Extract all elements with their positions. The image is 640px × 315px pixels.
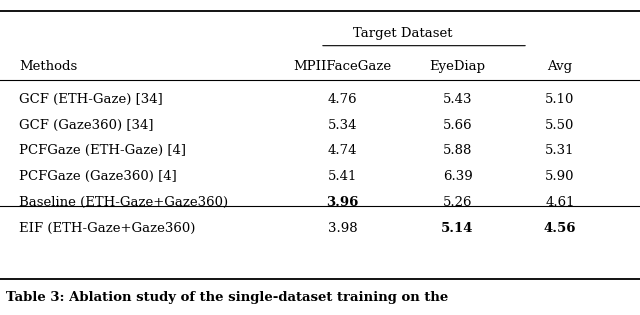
- Text: GCF (ETH-Gaze) [34]: GCF (ETH-Gaze) [34]: [19, 93, 163, 106]
- Text: Table 3: Ablation study of the single-dataset training on the: Table 3: Ablation study of the single-da…: [6, 291, 449, 304]
- Text: 4.76: 4.76: [328, 93, 357, 106]
- Text: 5.34: 5.34: [328, 118, 357, 132]
- Text: PCFGaze (ETH-Gaze) [4]: PCFGaze (ETH-Gaze) [4]: [19, 144, 186, 158]
- Text: MPIIFaceGaze: MPIIFaceGaze: [293, 60, 392, 73]
- Text: 5.43: 5.43: [443, 93, 472, 106]
- Text: 5.26: 5.26: [443, 196, 472, 209]
- Text: EyeDiap: EyeDiap: [429, 60, 486, 73]
- Text: 5.90: 5.90: [545, 170, 575, 183]
- Text: Methods: Methods: [19, 60, 77, 73]
- Text: 5.31: 5.31: [545, 144, 575, 158]
- Text: 3.98: 3.98: [328, 222, 357, 235]
- Text: Target Dataset: Target Dataset: [353, 26, 453, 40]
- Text: 4.61: 4.61: [545, 196, 575, 209]
- Text: 5.88: 5.88: [443, 144, 472, 158]
- Text: Baseline (ETH-Gaze+Gaze360): Baseline (ETH-Gaze+Gaze360): [19, 196, 228, 209]
- Text: GCF (Gaze360) [34]: GCF (Gaze360) [34]: [19, 118, 154, 132]
- Text: 5.66: 5.66: [443, 118, 472, 132]
- Text: PCFGaze (Gaze360) [4]: PCFGaze (Gaze360) [4]: [19, 170, 177, 183]
- Text: 5.10: 5.10: [545, 93, 575, 106]
- Text: 3.96: 3.96: [326, 196, 358, 209]
- Text: 5.14: 5.14: [442, 222, 474, 235]
- Text: 5.41: 5.41: [328, 170, 357, 183]
- Text: 4.74: 4.74: [328, 144, 357, 158]
- Text: 4.56: 4.56: [544, 222, 576, 235]
- Text: Avg: Avg: [547, 60, 573, 73]
- Text: 6.39: 6.39: [443, 170, 472, 183]
- Text: EIF (ETH-Gaze+Gaze360): EIF (ETH-Gaze+Gaze360): [19, 222, 196, 235]
- Text: 5.50: 5.50: [545, 118, 575, 132]
